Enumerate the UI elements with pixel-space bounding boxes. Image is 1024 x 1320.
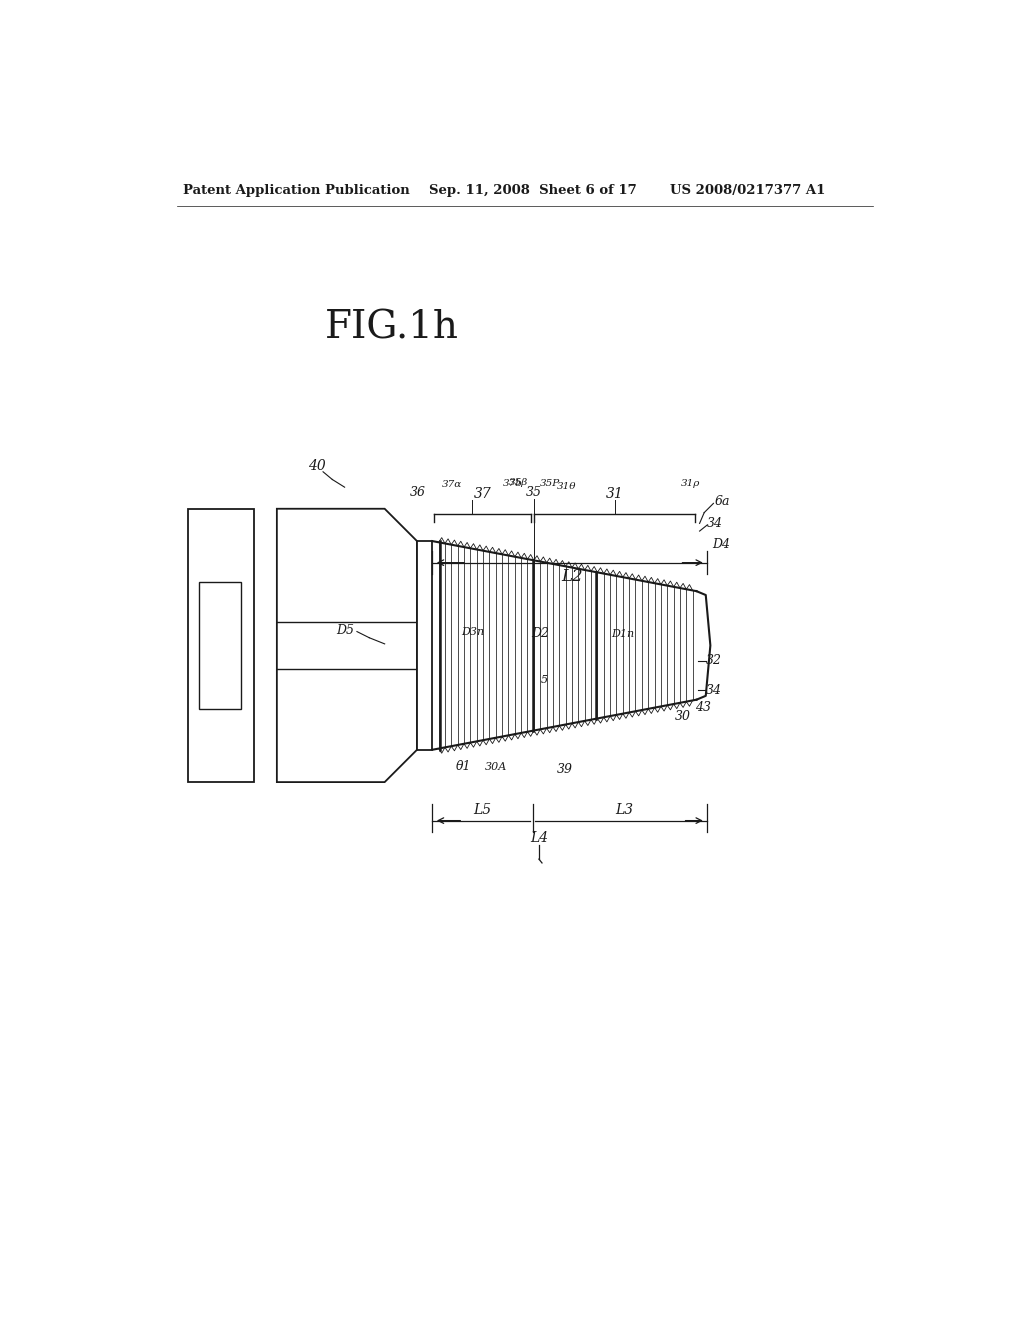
- Text: L5: L5: [473, 803, 492, 817]
- Text: θ1: θ1: [456, 760, 471, 774]
- Text: Patent Application Publication: Patent Application Publication: [183, 185, 410, 197]
- Text: Sep. 11, 2008  Sheet 6 of 17: Sep. 11, 2008 Sheet 6 of 17: [429, 185, 637, 197]
- Text: D3n: D3n: [461, 627, 484, 636]
- Text: US 2008/0217377 A1: US 2008/0217377 A1: [670, 185, 825, 197]
- Text: 37b: 37b: [504, 479, 523, 488]
- Polygon shape: [276, 508, 417, 781]
- Text: D2: D2: [531, 627, 549, 640]
- Text: 34: 34: [706, 684, 722, 697]
- Text: 30A: 30A: [484, 762, 507, 772]
- Text: 37: 37: [474, 487, 492, 502]
- Text: 35β: 35β: [509, 478, 528, 487]
- Text: 31ρ: 31ρ: [681, 479, 700, 488]
- Text: 37α: 37α: [441, 480, 462, 490]
- Text: 40: 40: [308, 459, 326, 474]
- Text: 36: 36: [411, 486, 426, 499]
- Text: D1n: D1n: [611, 628, 635, 639]
- Text: 35: 35: [526, 486, 543, 499]
- Text: L4: L4: [529, 832, 548, 845]
- Bar: [417, 541, 432, 750]
- Text: 35P: 35P: [540, 479, 560, 488]
- Text: 6a: 6a: [715, 495, 730, 508]
- Text: 31θ: 31θ: [557, 482, 577, 491]
- Text: D4: D4: [712, 539, 730, 552]
- Text: 31: 31: [606, 487, 624, 502]
- Text: 39: 39: [556, 763, 572, 776]
- Text: 34: 34: [707, 517, 723, 529]
- Text: FIG.1h: FIG.1h: [326, 309, 460, 346]
- Bar: [199, 582, 242, 709]
- Text: 5: 5: [541, 675, 548, 685]
- Bar: [188, 508, 254, 781]
- Text: D5: D5: [336, 623, 354, 636]
- Text: 30: 30: [675, 710, 690, 723]
- Text: 43: 43: [694, 701, 711, 714]
- Text: L2: L2: [561, 568, 583, 585]
- Text: 32: 32: [706, 655, 722, 668]
- Text: L3: L3: [614, 803, 633, 817]
